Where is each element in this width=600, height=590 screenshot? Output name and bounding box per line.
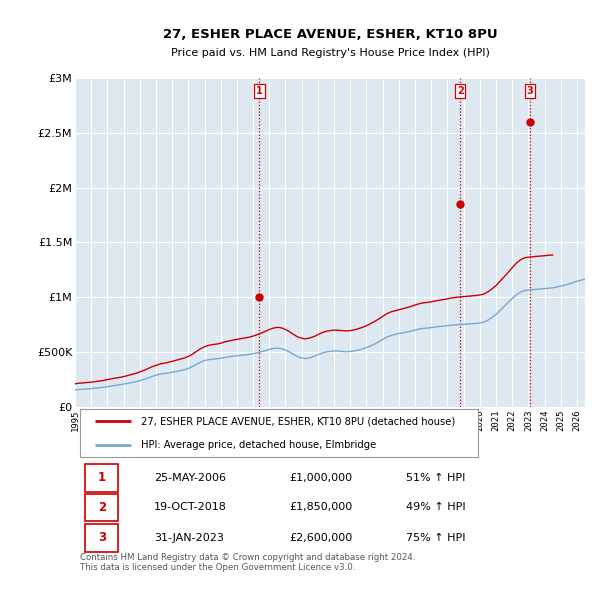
Text: Price paid vs. HM Land Registry's House Price Index (HPI): Price paid vs. HM Land Registry's House …: [170, 48, 490, 58]
Text: 31-JAN-2023: 31-JAN-2023: [154, 533, 224, 543]
Text: 75% ↑ HPI: 75% ↑ HPI: [407, 533, 466, 543]
Text: 19-OCT-2018: 19-OCT-2018: [154, 502, 227, 512]
Text: £1,850,000: £1,850,000: [289, 502, 352, 512]
Text: £2,600,000: £2,600,000: [289, 533, 352, 543]
FancyBboxPatch shape: [80, 409, 478, 457]
Text: 49% ↑ HPI: 49% ↑ HPI: [407, 502, 466, 512]
Text: 27, ESHER PLACE AVENUE, ESHER, KT10 8PU (detached house): 27, ESHER PLACE AVENUE, ESHER, KT10 8PU …: [142, 416, 455, 426]
Text: 3: 3: [526, 86, 533, 96]
Text: 2: 2: [98, 501, 106, 514]
Text: £1,000,000: £1,000,000: [289, 473, 352, 483]
Text: 27, ESHER PLACE AVENUE, ESHER, KT10 8PU: 27, ESHER PLACE AVENUE, ESHER, KT10 8PU: [163, 28, 497, 41]
FancyBboxPatch shape: [85, 464, 118, 491]
Text: Contains HM Land Registry data © Crown copyright and database right 2024.
This d: Contains HM Land Registry data © Crown c…: [80, 553, 416, 572]
Text: 25-MAY-2006: 25-MAY-2006: [154, 473, 226, 483]
Text: 2: 2: [457, 86, 464, 96]
Text: 1: 1: [256, 86, 263, 96]
FancyBboxPatch shape: [85, 524, 118, 552]
Text: 1: 1: [98, 471, 106, 484]
Text: HPI: Average price, detached house, Elmbridge: HPI: Average price, detached house, Elmb…: [142, 440, 377, 450]
Text: 51% ↑ HPI: 51% ↑ HPI: [407, 473, 466, 483]
FancyBboxPatch shape: [85, 493, 118, 521]
Text: 3: 3: [98, 531, 106, 544]
